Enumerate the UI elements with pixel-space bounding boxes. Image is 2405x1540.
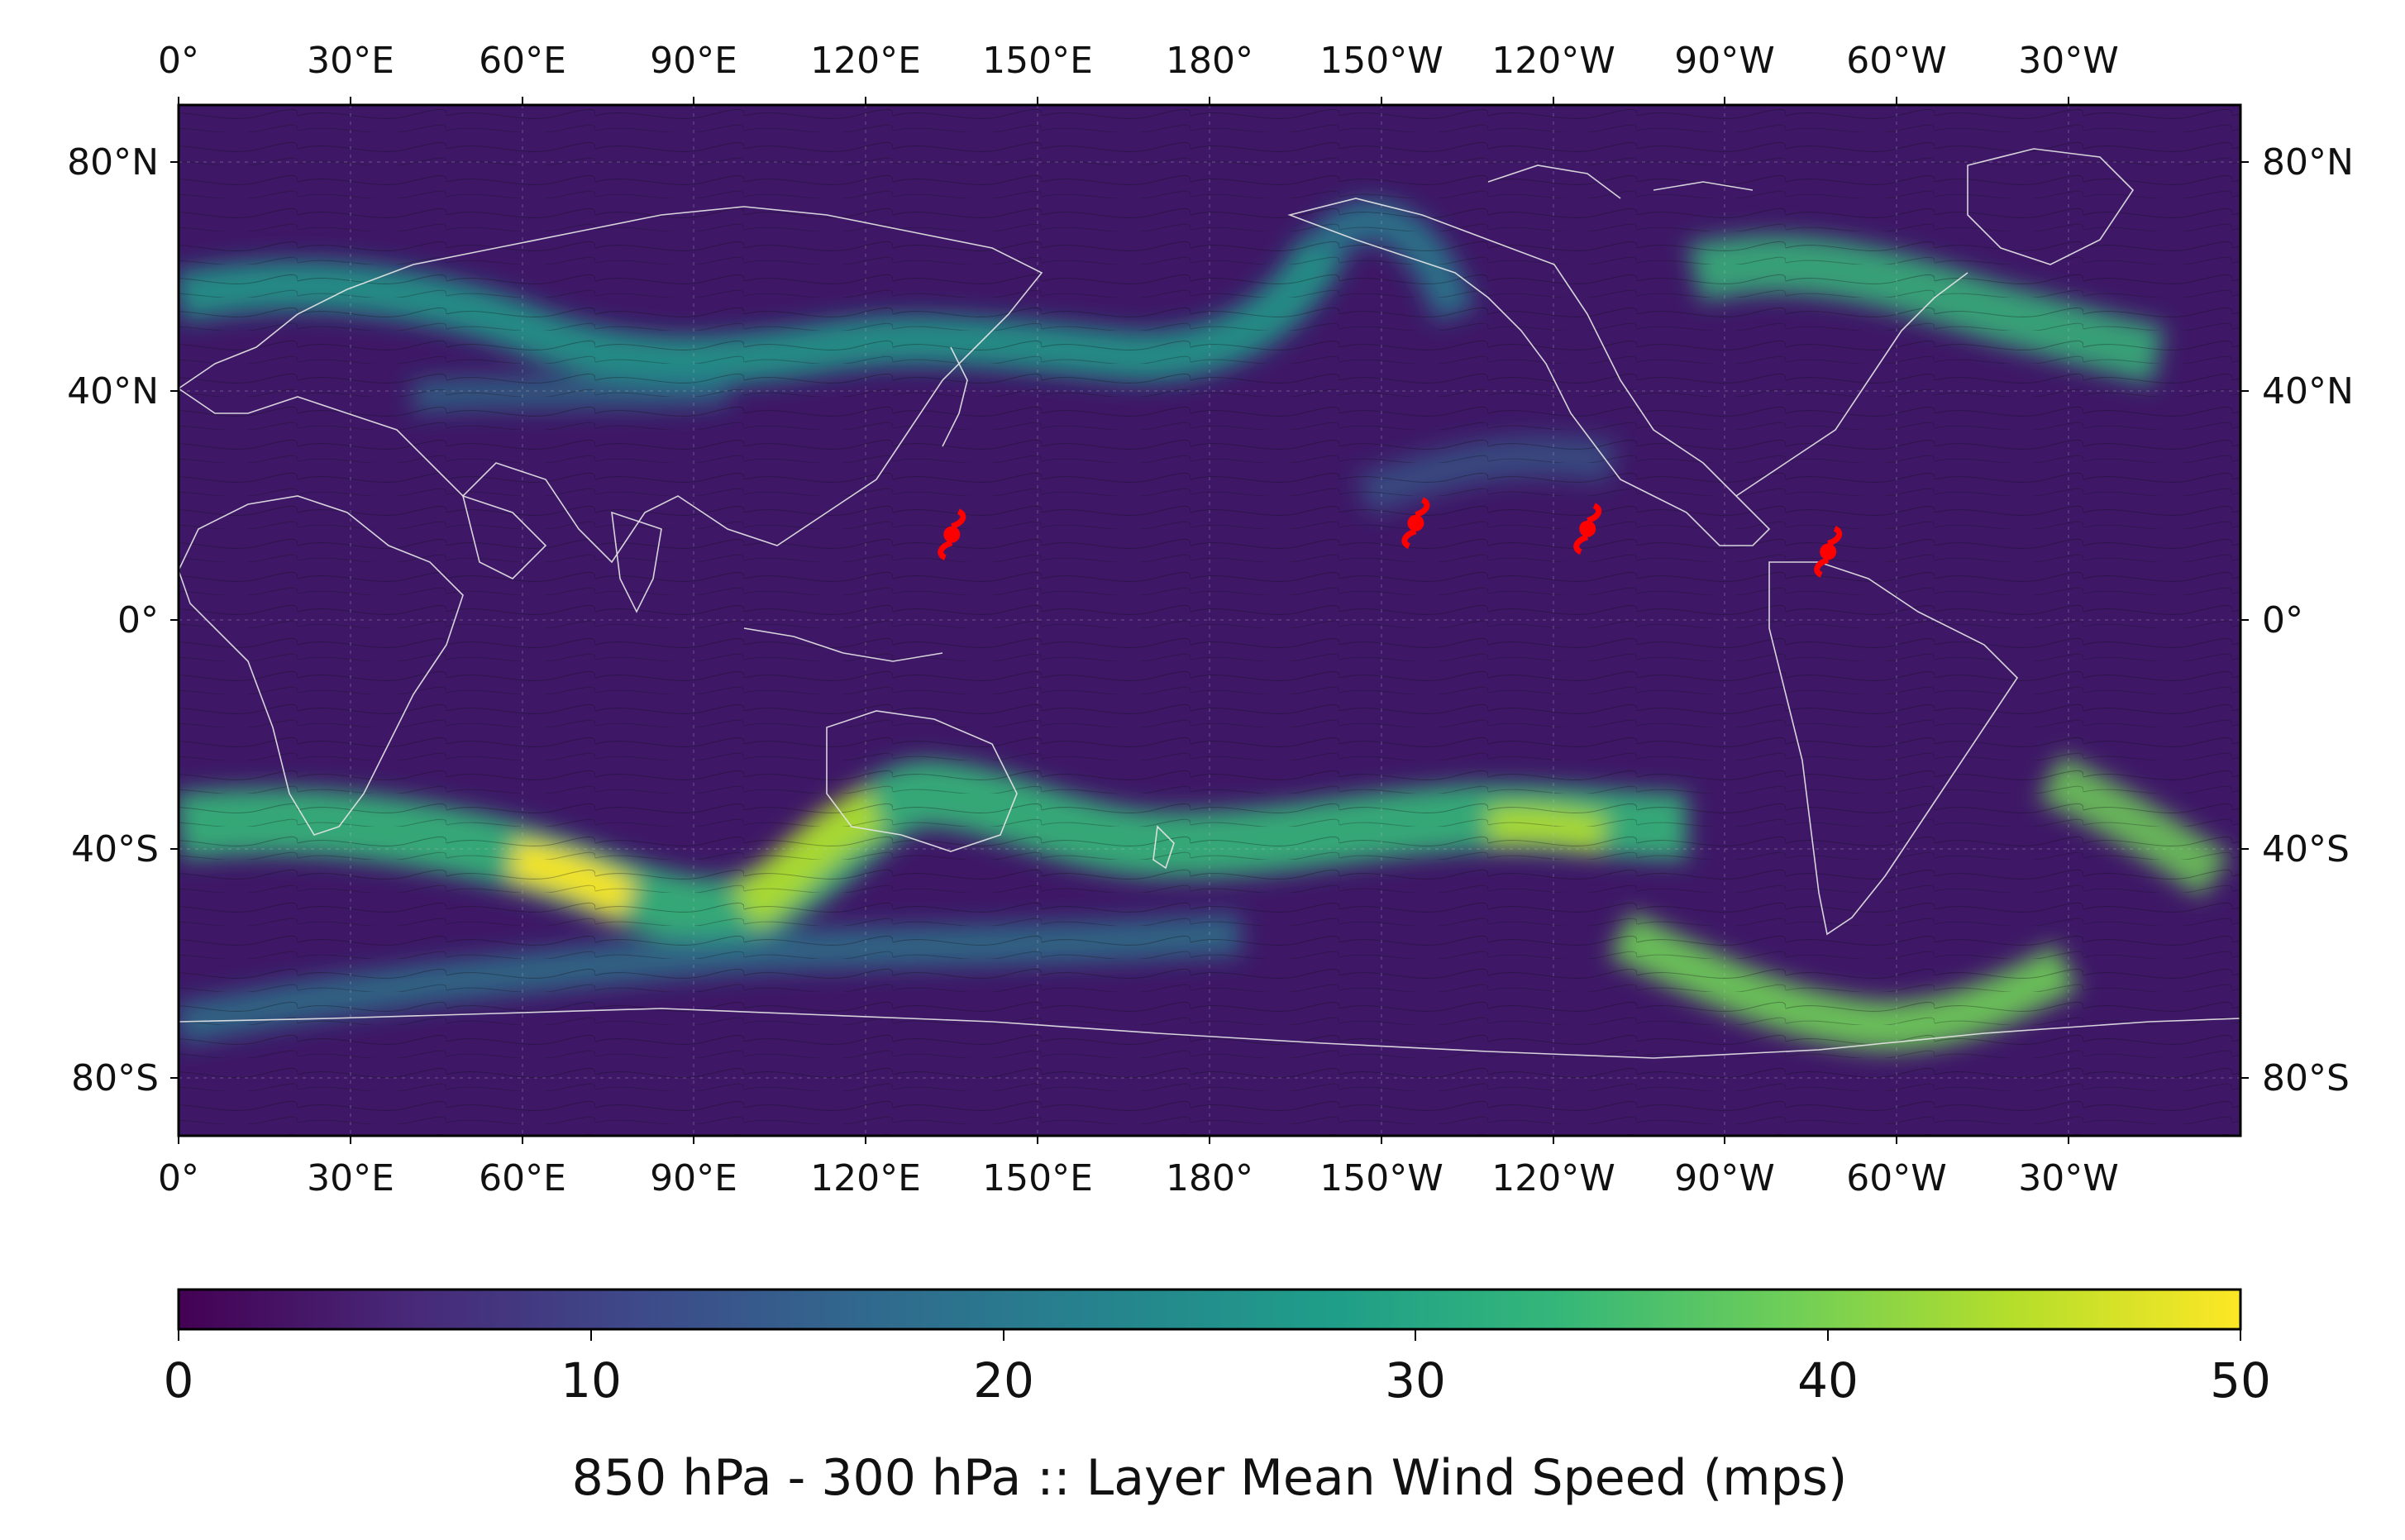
lon-labels-bottom: 0° 30°E 60°E 90°E 120°E 150°E 180° 150°W… [158, 1157, 2119, 1199]
lat-label-right: 40°S [2262, 828, 2350, 870]
map-gridlines [179, 105, 2240, 1136]
lat-label-left: 80°S [71, 1057, 159, 1099]
colorbar-gradient [177, 1288, 2242, 1331]
lon-label-bottom: 30°E [307, 1157, 394, 1199]
lon-label-top: 0° [158, 40, 199, 82]
lat-label-right: 80°S [2262, 1057, 2350, 1099]
colorbar-tick-label: 50 [2210, 1352, 2271, 1409]
lon-label-bottom: 60°W [1846, 1157, 1947, 1199]
lat-label-left: 40°S [71, 828, 159, 870]
cyclone-icon [938, 508, 966, 560]
colorbar-tick-labels: 0 10 20 30 40 50 [164, 1352, 2271, 1409]
colorbar-tick-label: 10 [561, 1352, 622, 1409]
map-tick-marks [170, 97, 2249, 1144]
lon-label-top: 60°E [479, 40, 566, 82]
lon-label-top: 150°W [1319, 40, 1443, 82]
lon-labels-top: 0° 30°E 60°E 90°E 120°E 150°E 180° 150°W… [158, 40, 2119, 82]
cyclone-icon [1814, 526, 1843, 578]
lon-label-bottom: 150°W [1319, 1157, 1443, 1199]
lon-label-bottom: 150°E [982, 1157, 1093, 1199]
lat-label-left: 40°N [67, 370, 159, 412]
wind-streamlines [179, 105, 2240, 1136]
lon-label-top: 60°W [1846, 40, 1947, 82]
coastlines [179, 148, 2240, 1059]
lon-label-bottom: 90°W [1674, 1157, 1775, 1199]
lat-label-left: 0° [117, 599, 159, 641]
cyclone-icon [1573, 503, 1602, 555]
lon-label-bottom: 180° [1166, 1157, 1253, 1199]
colorbar: 0 10 20 30 40 50 850 hPa - 300 hPa :: La… [164, 1288, 2271, 1507]
cyclone-icon [1401, 497, 1430, 549]
colorbar-tick-label: 30 [1385, 1352, 1446, 1409]
lon-label-bottom: 120°E [810, 1157, 921, 1199]
lat-label-right: 80°N [2262, 141, 2354, 184]
colorbar-tick-label: 40 [1797, 1352, 1859, 1409]
map-panel: 0° 30°E 60°E 90°E 120°E 150°E 180° 150°W… [67, 40, 2354, 1199]
lat-label-left: 80°N [67, 141, 159, 184]
lon-label-top: 30°W [2018, 40, 2119, 82]
lon-label-bottom: 60°E [479, 1157, 566, 1199]
lon-label-top: 90°E [650, 40, 737, 82]
colorbar-tick-label: 0 [164, 1352, 194, 1409]
lon-label-bottom: 0° [158, 1157, 199, 1199]
colorbar-tick-label: 20 [973, 1352, 1034, 1409]
lon-label-top: 120°E [810, 40, 921, 82]
lon-label-top: 180° [1166, 40, 1253, 82]
lon-label-top: 90°W [1674, 40, 1775, 82]
lon-label-bottom: 30°W [2018, 1157, 2119, 1199]
cyclone-markers [938, 497, 1843, 578]
colorbar-ticks [178, 1329, 2241, 1341]
lat-label-right: 0° [2262, 599, 2303, 641]
lat-labels-right: 80°N 40°N 0° 40°S 80°S [2262, 141, 2354, 1099]
lon-label-bottom: 120°W [1491, 1157, 1615, 1199]
lon-label-top: 150°E [982, 40, 1093, 82]
lat-label-right: 40°N [2262, 370, 2354, 412]
lon-label-top: 120°W [1491, 40, 1615, 82]
lon-label-bottom: 90°E [650, 1157, 737, 1199]
colorbar-label: 850 hPa - 300 hPa :: Layer Mean Wind Spe… [572, 1449, 1848, 1507]
lon-label-top: 30°E [307, 40, 394, 82]
lat-labels-left: 80°N 40°N 0° 40°S 80°S [67, 141, 159, 1099]
